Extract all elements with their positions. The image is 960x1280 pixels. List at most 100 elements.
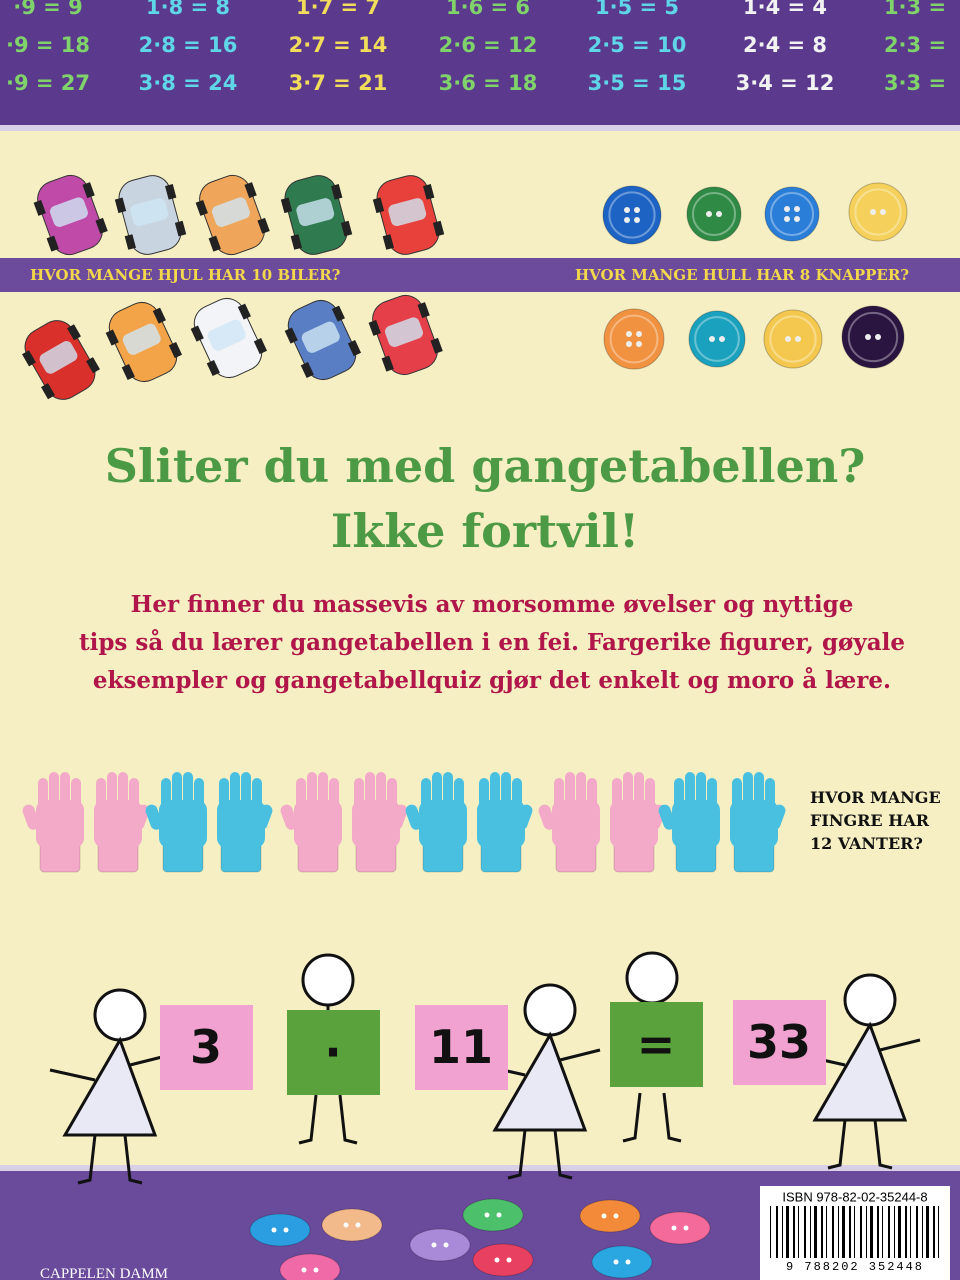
wheel	[67, 324, 81, 341]
table-cell: 3·4 = 12	[736, 71, 835, 95]
table-cell: 3·6 = 18	[439, 71, 538, 95]
glove-finger	[38, 778, 48, 818]
glove-finger	[479, 778, 489, 818]
barcode-bar	[776, 1206, 778, 1258]
button-hole	[506, 1257, 512, 1263]
glove-finger	[172, 772, 182, 812]
band-edge	[0, 125, 960, 131]
equation-symbol: 11	[429, 1020, 493, 1074]
button-hole	[784, 216, 790, 222]
button-hole	[875, 334, 881, 340]
car-window	[130, 198, 169, 227]
glove-thumb	[22, 804, 40, 830]
question-strip	[0, 258, 960, 292]
wheel	[331, 184, 343, 200]
toy-car	[105, 301, 183, 383]
equation-symbol: =	[637, 1017, 676, 1071]
glove-finger	[754, 772, 764, 812]
wheel	[33, 199, 46, 216]
barcode-bar	[922, 1206, 923, 1258]
barcode-bar	[804, 1206, 806, 1258]
button-hole	[683, 1225, 689, 1231]
question: HVOR MANGE	[810, 788, 941, 807]
car-window	[122, 323, 161, 355]
button	[321, 1208, 383, 1242]
barcode-bar	[910, 1206, 911, 1258]
table-cell: 1·6 = 6	[446, 0, 530, 19]
wheel	[300, 361, 314, 379]
barcode-bar	[786, 1206, 789, 1258]
glove-finger	[365, 772, 375, 812]
barcode-bar	[938, 1206, 939, 1258]
button	[472, 1243, 534, 1277]
button	[279, 1253, 341, 1280]
button-hole	[636, 341, 642, 347]
figure-body	[492, 1031, 588, 1132]
button-hole	[613, 1213, 619, 1219]
car-window	[384, 317, 423, 347]
wheel	[105, 329, 119, 346]
question: 12 VANTER?	[810, 834, 923, 853]
glove-finger	[354, 778, 364, 818]
glove	[280, 772, 342, 873]
barcode-bar	[838, 1206, 839, 1258]
wheel	[237, 303, 251, 320]
barcode-bar	[894, 1206, 895, 1258]
table-cell: 2·4 = 8	[743, 33, 827, 57]
car-window	[39, 341, 78, 374]
barcode-bar	[898, 1206, 901, 1258]
table-cell: 1·5 = 5	[595, 0, 679, 19]
table-cell: 3·8 = 24	[139, 71, 238, 95]
equation-symbol: ·	[324, 1025, 341, 1079]
barcode-bar	[782, 1206, 783, 1258]
button-rim	[854, 188, 902, 236]
glove-finger	[387, 778, 397, 818]
button-hole	[785, 336, 791, 342]
button-hole	[626, 341, 632, 347]
car-window	[49, 197, 88, 227]
toy-car	[33, 174, 108, 256]
headline: Ikke fortvil!	[331, 504, 639, 558]
glove-thumb	[658, 804, 676, 830]
figure-limbs	[799, 1038, 921, 1170]
button-rim	[691, 191, 737, 237]
button-hole	[671, 1225, 677, 1231]
glove-finger	[454, 778, 464, 818]
table-cell: 2·3 =	[884, 33, 946, 57]
glove-finger	[732, 778, 742, 818]
glove-finger	[623, 772, 633, 812]
wheel	[206, 359, 220, 377]
glove	[94, 772, 150, 873]
wheel	[340, 220, 353, 237]
barcode-bar	[877, 1206, 879, 1258]
barcode-bar	[798, 1206, 799, 1258]
button-hole	[443, 1242, 449, 1248]
button-hole	[784, 206, 790, 212]
table-cell: 1·7 = 7	[296, 0, 380, 19]
barcode-bar	[882, 1206, 883, 1258]
glove	[658, 772, 720, 873]
wheel	[152, 307, 166, 324]
wheel	[114, 197, 127, 214]
glove-finger	[634, 772, 644, 812]
glove-thumb	[132, 804, 150, 830]
table-cell: 3·7 = 21	[289, 71, 388, 95]
glove-finger	[307, 772, 317, 812]
glove-thumb	[390, 804, 408, 830]
table-cell: 2·8 = 16	[139, 33, 238, 57]
glove-finger	[219, 778, 229, 818]
wheel	[41, 383, 55, 400]
glove-thumb	[515, 804, 533, 830]
wheel	[95, 217, 108, 234]
button-rim	[608, 191, 656, 239]
equation-card	[733, 1000, 826, 1085]
glove-finger	[107, 772, 117, 812]
wheel	[368, 319, 381, 336]
car-window	[296, 198, 335, 227]
equation-symbol: 3	[190, 1020, 222, 1074]
glove-finger	[71, 778, 81, 818]
button-rim	[769, 315, 817, 363]
wheel	[430, 337, 443, 354]
glove-finger	[376, 772, 386, 812]
